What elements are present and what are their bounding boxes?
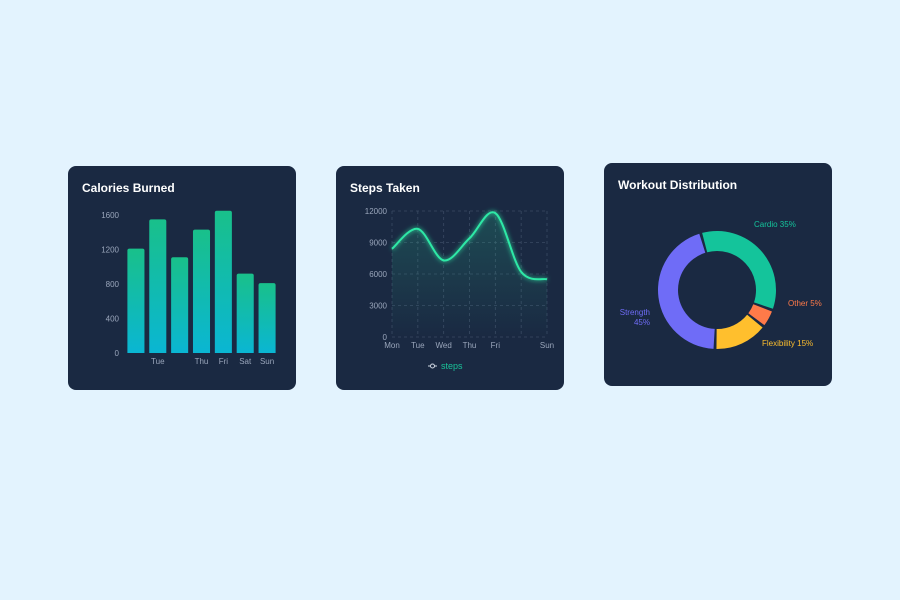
steps-x-tick: Thu [463,341,477,350]
calories-x-tick: Tue [151,357,165,366]
calories-x-tick: Sat [239,357,252,366]
steps-card: Steps Taken 0 3000 6000 9000 12000 Mon Tue Wed T… [336,166,564,390]
calories-title: Calories Burned [82,181,175,195]
steps-legend: steps [428,361,463,371]
calories-bar [171,257,189,353]
steps-title: Steps Taken [350,181,420,195]
steps-y-tick: 0 [383,333,388,342]
steps-x-tick: Mon [384,341,400,350]
calories-bar [127,248,145,353]
calories-bar [236,273,254,353]
calories-x-tick: Fri [219,357,229,366]
calories-bar [149,219,167,353]
calories-bar-chart: 0 400 800 1200 1600 Tue Thu Fri Sat Sun [101,210,276,366]
calories-x-tick: Thu [195,357,209,366]
steps-y-tick: 12000 [365,207,388,216]
calories-x-tick: Sun [260,357,274,366]
workout-slice [716,314,763,349]
calories-y-tick: 0 [115,349,120,358]
workout-slice [702,231,776,309]
steps-y-tick: 9000 [369,239,387,248]
calories-y-tick: 1600 [101,211,119,220]
workout-slice-label: Cardio 35% [754,220,796,229]
workout-slice-label: 45% [634,318,650,327]
steps-x-tick: Wed [436,341,452,350]
calories-bar [192,229,211,353]
workout-slice [658,233,715,349]
workout-slice [748,304,772,326]
steps-x-tick: Fri [491,341,501,350]
steps-x-tick: Sun [540,341,554,350]
workout-slice-label: Other 5% [788,299,822,308]
steps-y-tick: 6000 [369,270,387,279]
calories-y-tick: 800 [106,280,120,289]
calories-y-tick: 400 [106,315,120,324]
workout-slice-label: Flexibility 15% [762,339,813,348]
calories-y-tick: 1200 [101,246,119,255]
workout-title: Workout Distribution [618,178,738,192]
steps-line [391,211,548,281]
steps-legend-label: steps [441,361,463,371]
workout-donut-chart: Cardio 35% Other 5% Flexibility 15% Strengt… [620,220,822,349]
steps-y-tick: 3000 [369,302,387,311]
calories-card: Calories Burned 0 400 800 1200 1600 Tue Thu Fri… [68,166,296,390]
workout-slice-label: Strength [620,308,650,317]
calories-bar [258,283,276,353]
steps-line-chart: 0 3000 6000 9000 12000 Mon Tue Wed Thu Fri Sun step… [365,207,554,371]
steps-x-tick: Tue [411,341,425,350]
legend-marker-icon [430,363,435,369]
workout-card: Workout Distribution Cardio 35% Other 5% F… [604,163,832,386]
calories-bar [214,210,232,353]
